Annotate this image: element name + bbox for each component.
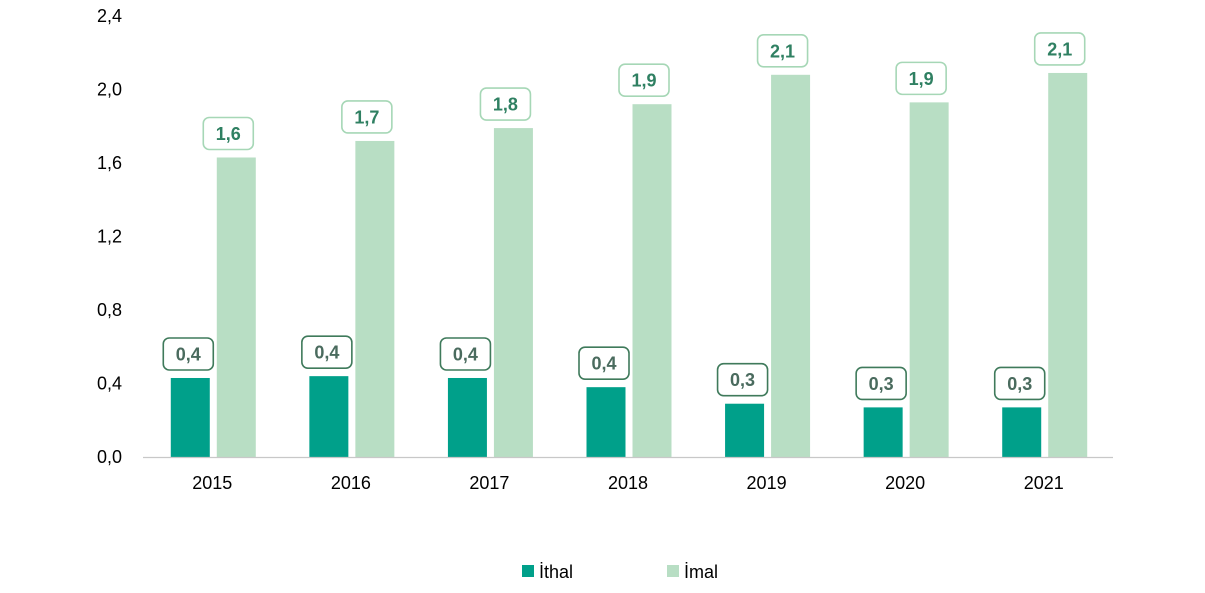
data-label: 1,6 [216,124,241,144]
legend: İthal İmal [522,562,718,582]
bar-ithal-2018 [586,387,626,457]
bars [170,72,1088,458]
x-tick-label: 2020 [885,473,925,493]
data-label-box [993,366,1046,401]
bar-imal-2018 [632,104,672,457]
data-label-box [1033,32,1086,66]
bar-imal-2016 [355,140,395,457]
data-label-box [301,335,353,369]
data-label: 0,4 [176,344,201,364]
y-tick-label: 0,4 [97,374,122,394]
bar-imal-2015 [216,157,256,458]
data-label-box [716,362,769,397]
y-tick-label: 2,4 [97,6,122,26]
data-label: 2,1 [770,41,795,61]
bar-imal-2021 [1048,72,1088,458]
y-tick-label: 0,0 [97,447,122,467]
bar-ithal-2021 [1002,407,1042,457]
x-tick-label: 2018 [608,473,648,493]
bar-ithal-2016 [309,376,349,457]
data-label-box [479,87,532,121]
data-label: 0,4 [591,354,616,374]
bar-ithal-2019 [725,403,765,457]
data-label: 0,4 [453,344,478,364]
legend-swatch-imal [667,565,679,577]
data-label: 0,3 [1007,374,1032,394]
data-label-box [578,346,630,380]
data-label: 0,4 [314,343,339,363]
y-tick-label: 1,2 [97,227,122,247]
data-label-box [756,33,809,68]
data-label-box [855,366,907,401]
data-labels: 0,4 1,6 0,4 1,7 0,4 1,8 0,4 1,9 0,3 2,1 0,3 1,9 0,3 2… [162,32,1086,401]
data-label-box [202,116,255,151]
data-label: 1,9 [631,71,656,91]
legend-label-imal: İmal [684,562,718,582]
x-axis: 2015 2016 2017 2018 2019 2020 2021 [143,456,1113,493]
bar-imal-2019 [771,74,811,458]
bar-ithal-2020 [863,407,903,457]
data-label: 0,3 [869,374,894,394]
bar-ithal-2017 [447,377,487,457]
data-label-box [341,100,393,134]
bar-imal-2020 [909,102,949,458]
x-tick-label: 2021 [1024,473,1064,493]
data-label-box [895,61,947,96]
x-tick-label: 2019 [747,473,787,493]
y-axis: 0,0 0,4 0,8 1,2 1,6 2,0 2,4 [97,6,122,467]
legend-label-ithal: İthal [539,562,573,582]
data-label: 1,9 [909,69,934,89]
y-tick-label: 1,6 [97,153,122,173]
y-tick-label: 2,0 [97,80,122,100]
data-label-box [162,337,215,371]
bar-imal-2017 [493,128,533,457]
bar-ithal-2015 [170,377,210,457]
data-label: 2,1 [1047,39,1072,59]
data-label-box [618,63,670,97]
x-tick-label: 2015 [192,473,232,493]
legend-swatch-ithal [522,565,534,577]
x-tick-label: 2016 [331,473,371,493]
data-label: 1,7 [354,107,379,127]
x-tick-label: 2017 [469,473,509,493]
data-label: 1,8 [493,95,518,115]
data-label: 0,3 [730,370,755,390]
y-tick-label: 0,8 [97,300,122,320]
data-label-box [439,337,492,371]
